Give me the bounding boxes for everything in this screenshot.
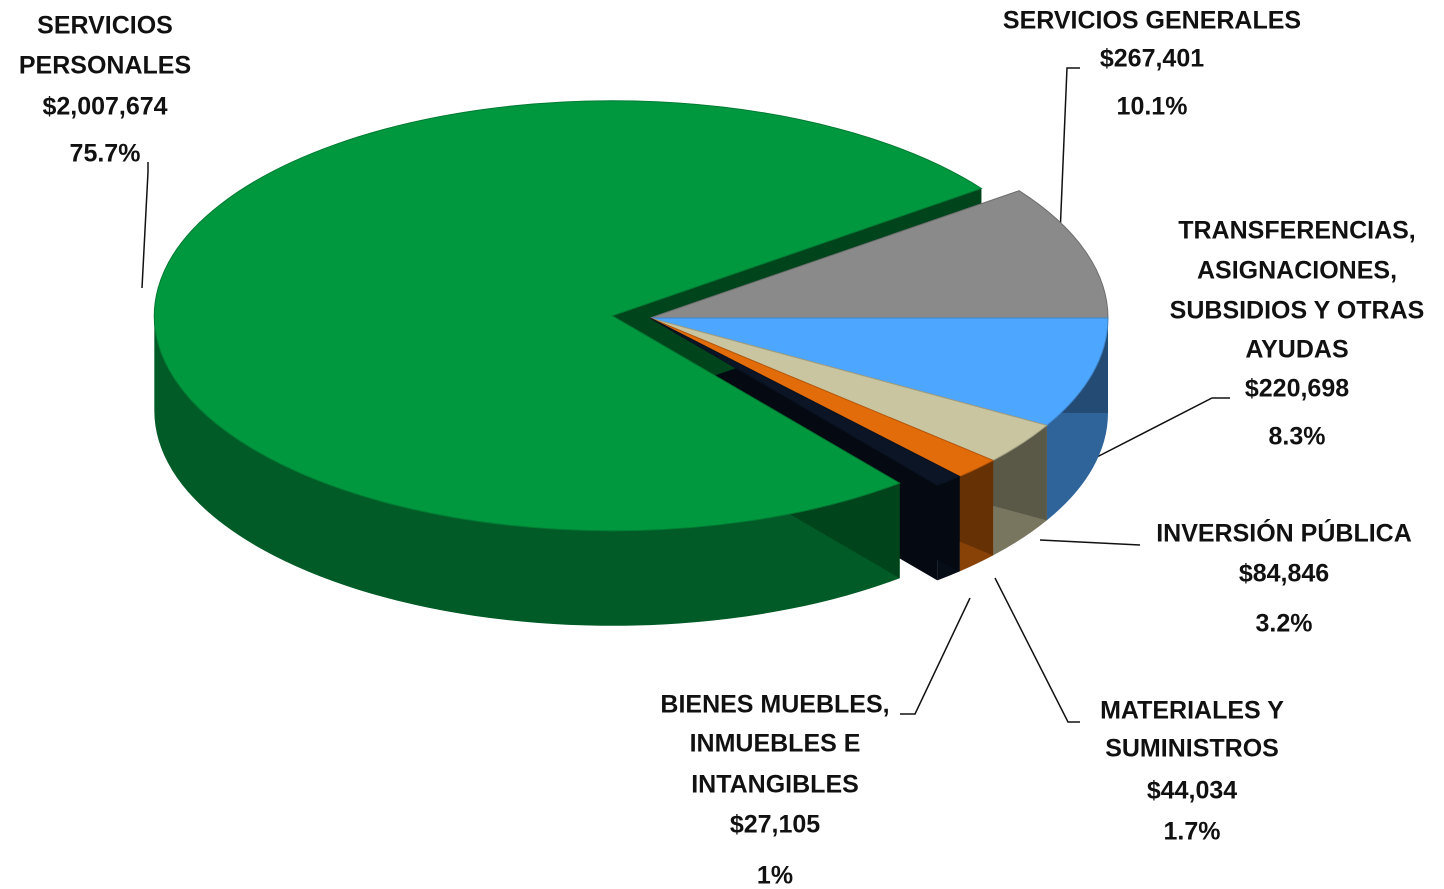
slice-label: SUMINISTROS [1105, 735, 1279, 763]
value-label: $84,846 [1239, 560, 1329, 588]
slice [649, 190, 1109, 319]
slice-label: AYUDAS [1245, 336, 1348, 364]
slice-label: BIENES MUEBLES, [660, 691, 889, 719]
leader-line [141, 162, 149, 289]
value-label: $2,007,674 [42, 93, 167, 121]
leader-line [900, 597, 971, 715]
value-label: $220,698 [1245, 375, 1349, 403]
slice-label: PERSONALES [19, 52, 191, 80]
slice-label: SUBSIDIOS Y OTRAS [1170, 297, 1425, 325]
slice-side [1046, 318, 1108, 521]
value-label: $27,105 [730, 811, 820, 839]
slice-tops [153, 100, 1109, 532]
percentage-label: 10.1% [1117, 93, 1188, 121]
slice-label: MATERIALES Y [1100, 697, 1284, 725]
leader-line [994, 577, 1080, 723]
slice [649, 317, 1109, 426]
value-label: $44,034 [1147, 777, 1237, 805]
leader-line [1094, 397, 1230, 459]
slice-label: INVERSIÓN PÚBLICA [1156, 518, 1412, 548]
slice-label: TRANSFERENCIAS, [1178, 217, 1416, 245]
value-label: $267,401 [1100, 45, 1204, 73]
slice-label: INMUEBLES E [690, 730, 861, 758]
slice-label: SERVICIOS GENERALES [1003, 7, 1301, 35]
slice-side [154, 315, 900, 626]
leader-line [1059, 67, 1080, 236]
percentage-label: 75.7% [70, 140, 141, 168]
slice [649, 317, 961, 486]
slice-label: SERVICIOS [37, 12, 173, 40]
slice [153, 100, 983, 532]
slice-label: ASIGNACIONES, [1197, 257, 1397, 285]
percentage-label: 1.7% [1164, 818, 1221, 846]
percentage-label: 1% [757, 862, 793, 889]
slice-label: INTANGIBLES [691, 771, 859, 799]
percentage-label: 8.3% [1269, 423, 1326, 451]
percentage-label: 3.2% [1256, 610, 1313, 638]
leader-lines [141, 67, 1230, 723]
leader-line [1039, 539, 1141, 546]
